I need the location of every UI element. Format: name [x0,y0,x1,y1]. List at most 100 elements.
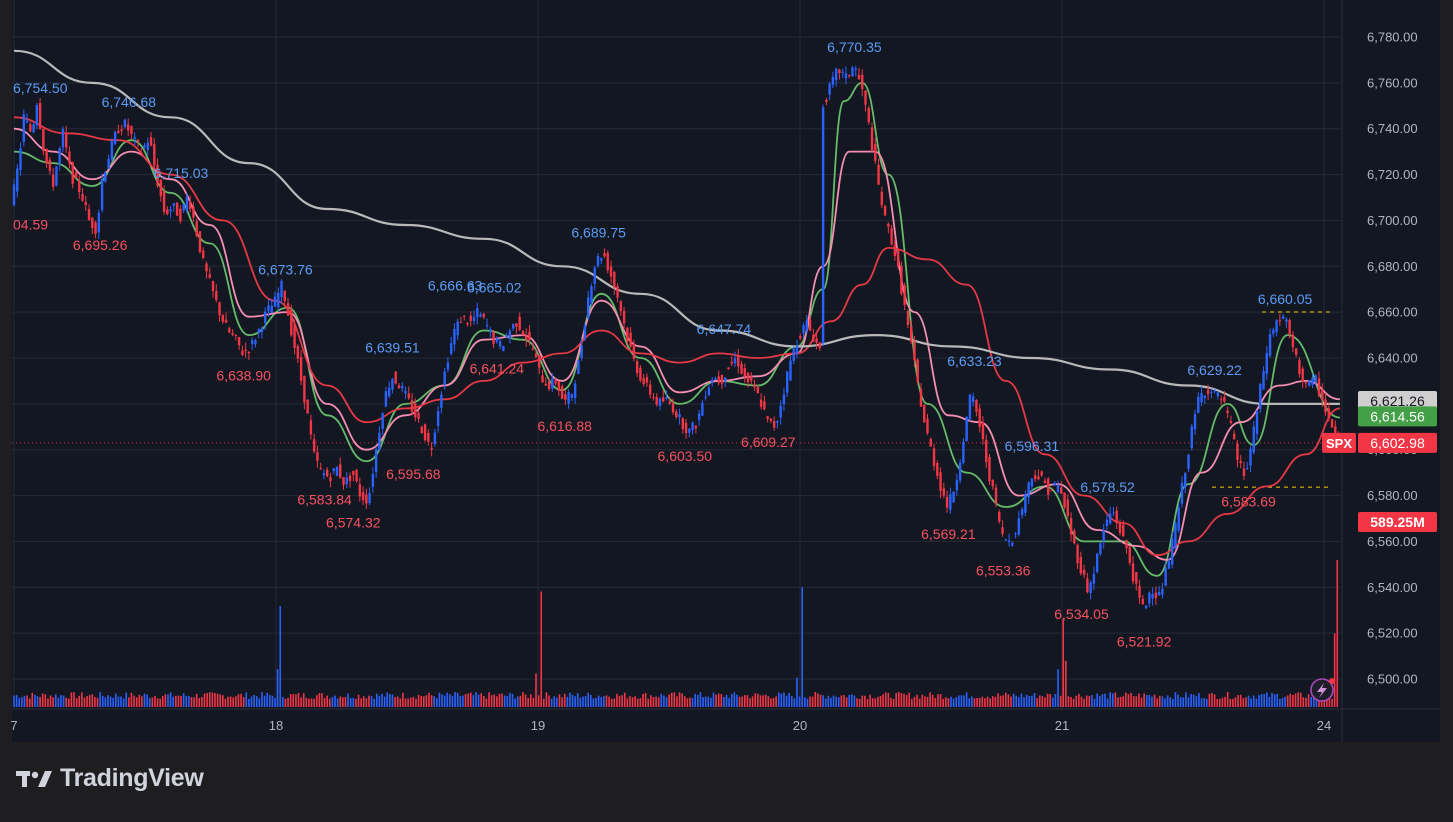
volume-bar [1333,633,1336,707]
volume-bar [1078,693,1080,707]
volume-bar [801,587,804,707]
volume-bar [1101,694,1104,707]
candle-body [51,174,55,187]
volume-bar [81,692,83,707]
candle-body [936,462,939,476]
volume-bar [1192,694,1195,707]
candle-body [671,403,675,413]
candle-body [1301,368,1304,382]
volume-bar [1080,696,1083,707]
candle-body [1177,507,1180,531]
candle-body [861,74,864,90]
volume-bar [537,695,540,707]
volume-bar [754,693,757,707]
volume-bar [636,698,639,707]
candle-body [140,152,143,154]
volume-bar [360,698,362,707]
volume-bar [329,698,331,707]
volume-bar [843,695,845,707]
volume-bar [112,697,114,707]
price-annotation: 6,647.74 [697,321,752,337]
candle-body [511,324,515,329]
candle-body [1285,319,1288,322]
volume-bar [362,696,365,707]
volume-bar [1132,696,1135,707]
volume-bar [154,695,156,707]
time-axis[interactable]: 7 18 19 20 21 24 [10,718,1331,733]
candle-body [244,349,247,352]
price-annotation: 6,689.75 [571,225,626,241]
candle-body [326,469,329,477]
lightning-icon[interactable] [1310,678,1335,702]
volume-bar [579,697,582,707]
candle-body [387,387,391,397]
volume-bar [1158,695,1161,707]
candle-body [84,201,87,206]
volume-bar [689,697,691,707]
candle-body [1298,360,1301,375]
volume-bar [757,693,759,707]
candle-body [678,413,681,418]
candle-body [971,396,975,403]
candle-body [834,68,838,81]
volume-bar [477,694,480,707]
candle-body [436,411,440,426]
candle-body [730,361,733,364]
candle-body [286,303,290,316]
price-annotation: 6,673.76 [258,261,313,277]
candle-body [443,371,446,385]
candle-body [1200,393,1203,403]
volume-bar [391,694,394,707]
volume-bar [1299,692,1302,707]
candle-body [1262,371,1265,390]
candle-body [1157,592,1161,596]
volume-bar [668,694,670,707]
volume-bar [1226,692,1229,707]
volume-bar [480,693,482,707]
volume-bar [626,698,629,707]
y-tick-label: 6,520.00 [1367,626,1418,641]
candle-body [949,494,952,510]
candle-body [942,488,946,496]
candle-body [1050,490,1053,492]
price-axis[interactable]: 6,500.00 6,520.00 6,540.00 6,560.00 6,580.00… [1367,30,1418,687]
candle-body [743,367,746,377]
y-tick-label: 6,540.00 [1367,580,1418,595]
volume-bar [1237,695,1239,707]
candle-body [110,140,114,160]
volume-bar [1312,693,1315,707]
y-tick-label: 6,720.00 [1367,167,1418,182]
candle-body [162,191,166,212]
y-tick-label: 6,640.00 [1367,351,1418,366]
volume-bar [357,694,360,707]
price-annotation: 6,521.92 [1117,634,1172,650]
volume-bar [1263,694,1265,707]
candle-body [733,358,737,364]
candle-body [55,166,58,186]
candle-body [1027,482,1030,498]
volume-bar [903,693,905,707]
candle-body [1281,316,1285,319]
volume-bar [1213,694,1216,707]
volume-bar [1054,693,1057,707]
tradingview-logo[interactable]: TradingView [16,764,204,793]
candle-body [877,164,880,185]
candle-body [1056,484,1060,493]
volume-bar [569,692,571,707]
candle-body [789,360,792,381]
candle-body [378,432,381,450]
y-tick-label: 6,700.00 [1367,213,1418,228]
price-annotation: 6,616.88 [537,418,592,434]
volume-bar [882,694,884,707]
candle-body [831,76,835,85]
volume-bar [592,698,595,707]
candle-body [1213,390,1216,392]
candle-body [1324,399,1327,413]
volume-bar [1239,694,1242,707]
volume-bar [331,697,334,707]
candle-body [1154,592,1158,599]
volume-bar [1091,695,1093,707]
volume-bar [148,698,151,707]
